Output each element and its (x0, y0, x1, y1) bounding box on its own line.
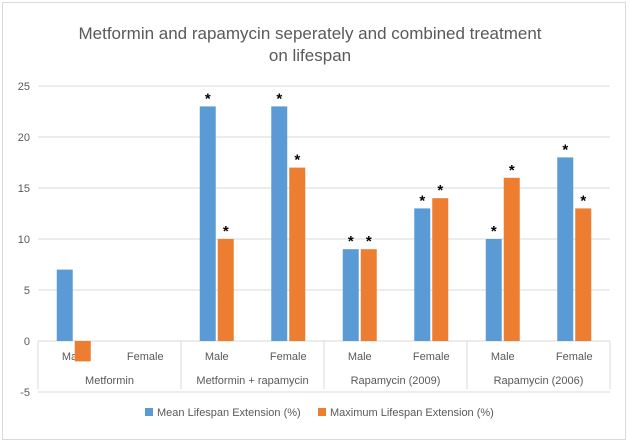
bar (56, 269, 73, 341)
bar (74, 341, 91, 362)
category-label: Male (348, 351, 372, 363)
y-tick-label: 20 (18, 132, 30, 144)
y-tick-label: 25 (18, 81, 30, 93)
legend-swatch (145, 408, 153, 416)
group-label: Metformin + rapamycin (196, 375, 308, 387)
bar (503, 177, 520, 341)
significance-marker: * (437, 182, 443, 199)
significance-marker: * (276, 90, 282, 107)
category-label: Male (205, 351, 229, 363)
legend-label: Mean Lifespan Extension (%) (157, 407, 301, 419)
bar (557, 157, 574, 341)
bar (199, 106, 216, 342)
category-label: Female (270, 351, 307, 363)
significance-marker: * (491, 223, 497, 240)
y-tick-label: 0 (24, 336, 30, 348)
category-label: Female (556, 351, 593, 363)
bar (575, 208, 592, 341)
category-label: Female (413, 351, 450, 363)
legend-swatch (318, 408, 326, 416)
category-label: Female (127, 351, 164, 363)
category-label: Male (491, 351, 515, 363)
significance-marker: * (294, 152, 300, 169)
bar (271, 106, 288, 342)
legend-label: Maximum Lifespan Extension (%) (330, 407, 494, 419)
chart-frame (2, 2, 626, 440)
bar (289, 167, 306, 341)
group-label: Rapamycin (2009) (351, 375, 441, 387)
y-tick-label: 5 (24, 285, 30, 297)
significance-marker: * (562, 141, 568, 158)
significance-marker: * (223, 223, 229, 240)
significance-marker: * (580, 192, 586, 209)
bar (432, 198, 449, 341)
bar (360, 249, 377, 341)
bar (217, 239, 234, 341)
bar (485, 239, 502, 341)
significance-marker: * (348, 233, 354, 250)
y-tick-label: -5 (20, 387, 30, 399)
significance-marker: * (366, 233, 372, 250)
significance-marker: * (509, 162, 515, 179)
y-tick-label: 15 (18, 183, 30, 195)
significance-marker: * (419, 192, 425, 209)
group-label: Metformin (85, 375, 134, 387)
chart-title: Metformin and rapamycin seperately and c… (78, 24, 541, 43)
y-tick-label: 10 (18, 234, 30, 246)
significance-marker: * (205, 90, 211, 107)
group-label: Rapamycin (2006) (494, 375, 584, 387)
bar (342, 249, 359, 341)
bar (414, 208, 431, 341)
chart-title: on lifespan (269, 46, 351, 65)
